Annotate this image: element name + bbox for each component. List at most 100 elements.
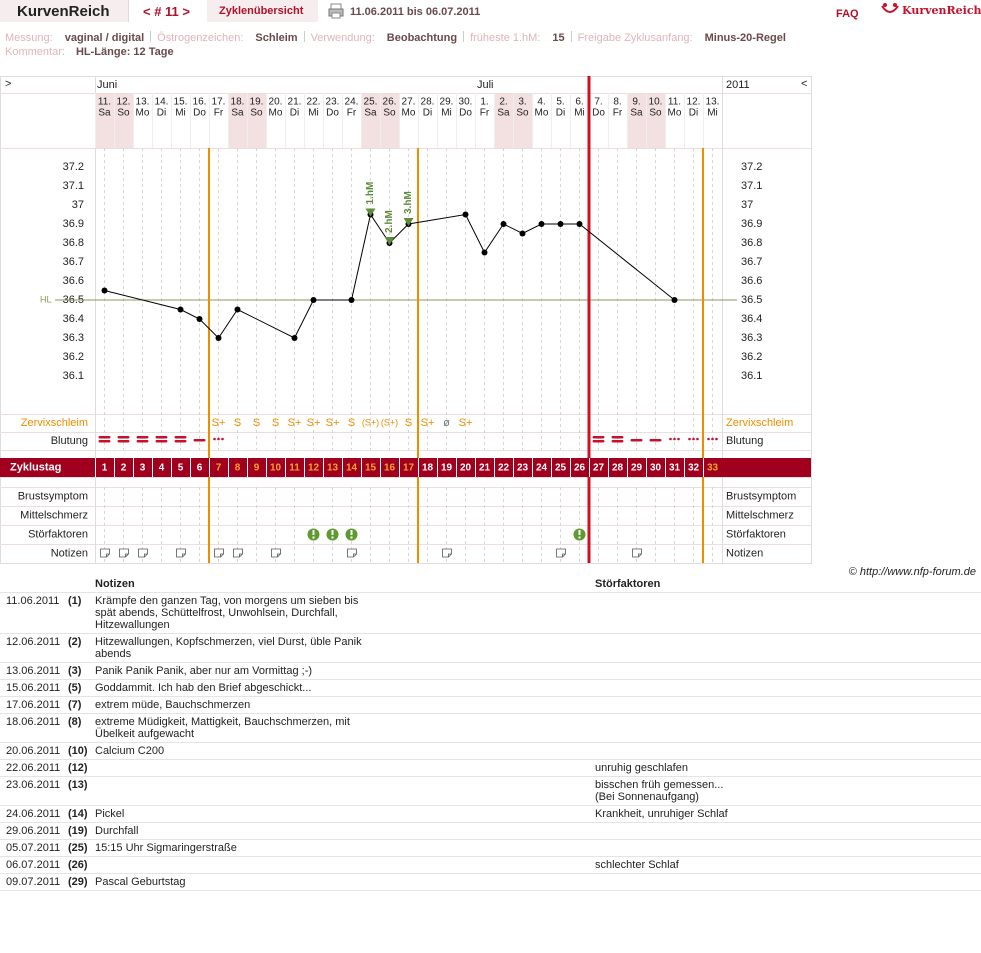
day-weekday: Mo bbox=[269, 108, 283, 119]
note-text: Krämpfe den ganzen Tag, von morgens um s… bbox=[95, 592, 595, 634]
y-tick-label-right: 36.7 bbox=[741, 256, 762, 268]
bleeding-icon bbox=[630, 439, 643, 442]
bleeding-icon bbox=[117, 436, 130, 439]
separator bbox=[303, 31, 305, 42]
note-stoer bbox=[595, 873, 981, 891]
spotting-icon bbox=[217, 437, 220, 441]
print-icon[interactable] bbox=[328, 3, 344, 19]
note-day: (5) bbox=[68, 679, 95, 697]
note-stoer: unruhig geschlafen bbox=[595, 759, 981, 777]
note-day: (14) bbox=[68, 805, 95, 823]
overview-tab[interactable]: Zyklenübersicht bbox=[219, 5, 304, 17]
note-text: Goddammit. Ich hab den Brief abgeschickt… bbox=[95, 679, 595, 697]
cycle-day-number: 19 bbox=[441, 463, 453, 474]
day-weekday: Mi bbox=[574, 108, 585, 119]
cycle-day-number: 2 bbox=[121, 463, 127, 474]
day-date: 25. bbox=[364, 97, 378, 108]
notizen-label: Notizen bbox=[51, 547, 88, 559]
note-stoer bbox=[595, 633, 981, 663]
weekend-shade bbox=[114, 93, 133, 148]
note-date: 17.06.2011 bbox=[0, 696, 68, 714]
info-value: Schleim bbox=[255, 32, 298, 44]
y-tick-label-right: 36.6 bbox=[741, 275, 762, 287]
day-date: 18. bbox=[231, 97, 245, 108]
spotting-icon bbox=[715, 437, 718, 441]
cycle-day-number: 10 bbox=[270, 463, 282, 474]
note-text-body: Durchfall bbox=[95, 825, 139, 837]
note-text: 15:15 Uhr Sigmaringerstraße bbox=[95, 839, 595, 857]
note-date: 09.07.2011 bbox=[0, 873, 68, 891]
day-date: 13. bbox=[136, 97, 150, 108]
y-tick-label: 36.1 bbox=[63, 370, 84, 382]
note-row: 20.06.2011 (10) Calcium C200 bbox=[0, 742, 981, 760]
day-date: 1. bbox=[480, 97, 488, 108]
cycle-day-number: 9 bbox=[254, 463, 260, 474]
day-weekday: Sa bbox=[98, 108, 111, 119]
y-tick-label: 37.1 bbox=[63, 180, 84, 192]
note-date: 15.06.2011 bbox=[0, 679, 68, 697]
header-cell bbox=[0, 576, 68, 593]
info-label: Östrogenzeichen: bbox=[157, 32, 244, 44]
bleeding-icon bbox=[155, 436, 168, 439]
day-weekday: So bbox=[649, 108, 662, 119]
cycle-nav[interactable]: < # 11 > bbox=[143, 4, 190, 19]
day-weekday: Sa bbox=[364, 108, 377, 119]
tab-box bbox=[207, 0, 318, 22]
cycle-day-number: 29 bbox=[631, 463, 643, 474]
zervix-symbol: S bbox=[234, 417, 241, 429]
brust-label: Brustsymptom bbox=[18, 490, 88, 502]
note-icon bbox=[119, 548, 129, 558]
day-weekday: Sa bbox=[497, 108, 510, 119]
y-tick-label: 36.4 bbox=[63, 313, 84, 325]
temperature-point bbox=[538, 221, 545, 227]
weekend-shade bbox=[95, 93, 114, 148]
nav-left[interactable]: > bbox=[5, 78, 11, 90]
note-text-body: 15:15 Uhr Sigmaringerstraße bbox=[95, 842, 237, 854]
day-weekday: So bbox=[250, 108, 263, 119]
cycle-day-number: 7 bbox=[216, 463, 222, 474]
mittel-label: Mittelschmerz bbox=[20, 509, 88, 521]
bleeding-icon bbox=[649, 439, 662, 442]
spotting-icon bbox=[711, 437, 714, 441]
note-day: (13) bbox=[68, 776, 95, 806]
day-date: 14. bbox=[155, 97, 169, 108]
bleeding-icon bbox=[174, 440, 187, 443]
cycle-day-number: 13 bbox=[327, 463, 339, 474]
temperature-point bbox=[348, 297, 355, 303]
separator bbox=[463, 31, 465, 42]
blutung-label: Blutung bbox=[51, 435, 88, 447]
day-date: 15. bbox=[174, 97, 188, 108]
hm-label: 1.hM bbox=[365, 182, 376, 205]
bleeding-icon bbox=[611, 440, 624, 443]
faq-link[interactable]: FAQ bbox=[836, 8, 859, 20]
note-row: 05.07.2011 (25) 15:15 Uhr Sigmaringerstraß… bbox=[0, 839, 981, 857]
chart-bg bbox=[0, 76, 812, 564]
info-label: früheste 1.hM: bbox=[470, 32, 541, 44]
y-tick-label-right: 36.4 bbox=[741, 313, 762, 325]
day-date: 12. bbox=[687, 97, 701, 108]
info-label: Messung: bbox=[5, 32, 53, 44]
note-stoer bbox=[595, 696, 981, 714]
day-date: 6. bbox=[575, 97, 583, 108]
note-stoer bbox=[595, 662, 981, 680]
note-text-body: extrem müde, Bauchschmerzen bbox=[95, 699, 251, 711]
cycle-day-number: 33 bbox=[707, 463, 719, 474]
info-value: Minus-20-Regel bbox=[704, 32, 786, 44]
zyklustag-label: Zyklustag bbox=[10, 461, 61, 473]
bleeding-icon bbox=[98, 436, 111, 439]
cycle-day-number: 18 bbox=[422, 463, 434, 474]
note-text-body: Pickel bbox=[95, 808, 125, 820]
note-icon bbox=[138, 548, 148, 558]
header-notes: Notizen bbox=[95, 576, 595, 593]
separator bbox=[150, 31, 152, 42]
note-icon bbox=[442, 548, 452, 558]
day-weekday: Mo bbox=[402, 108, 416, 119]
note-day: (12) bbox=[68, 759, 95, 777]
temperature-point bbox=[101, 287, 108, 294]
y-tick-label: 36.7 bbox=[63, 256, 84, 268]
hm-marker bbox=[365, 208, 376, 217]
day-weekday: Mi bbox=[175, 108, 186, 119]
day-weekday: Mi bbox=[707, 108, 718, 119]
hl-label: HL bbox=[40, 294, 52, 304]
cycle-day-number: 21 bbox=[479, 463, 491, 474]
